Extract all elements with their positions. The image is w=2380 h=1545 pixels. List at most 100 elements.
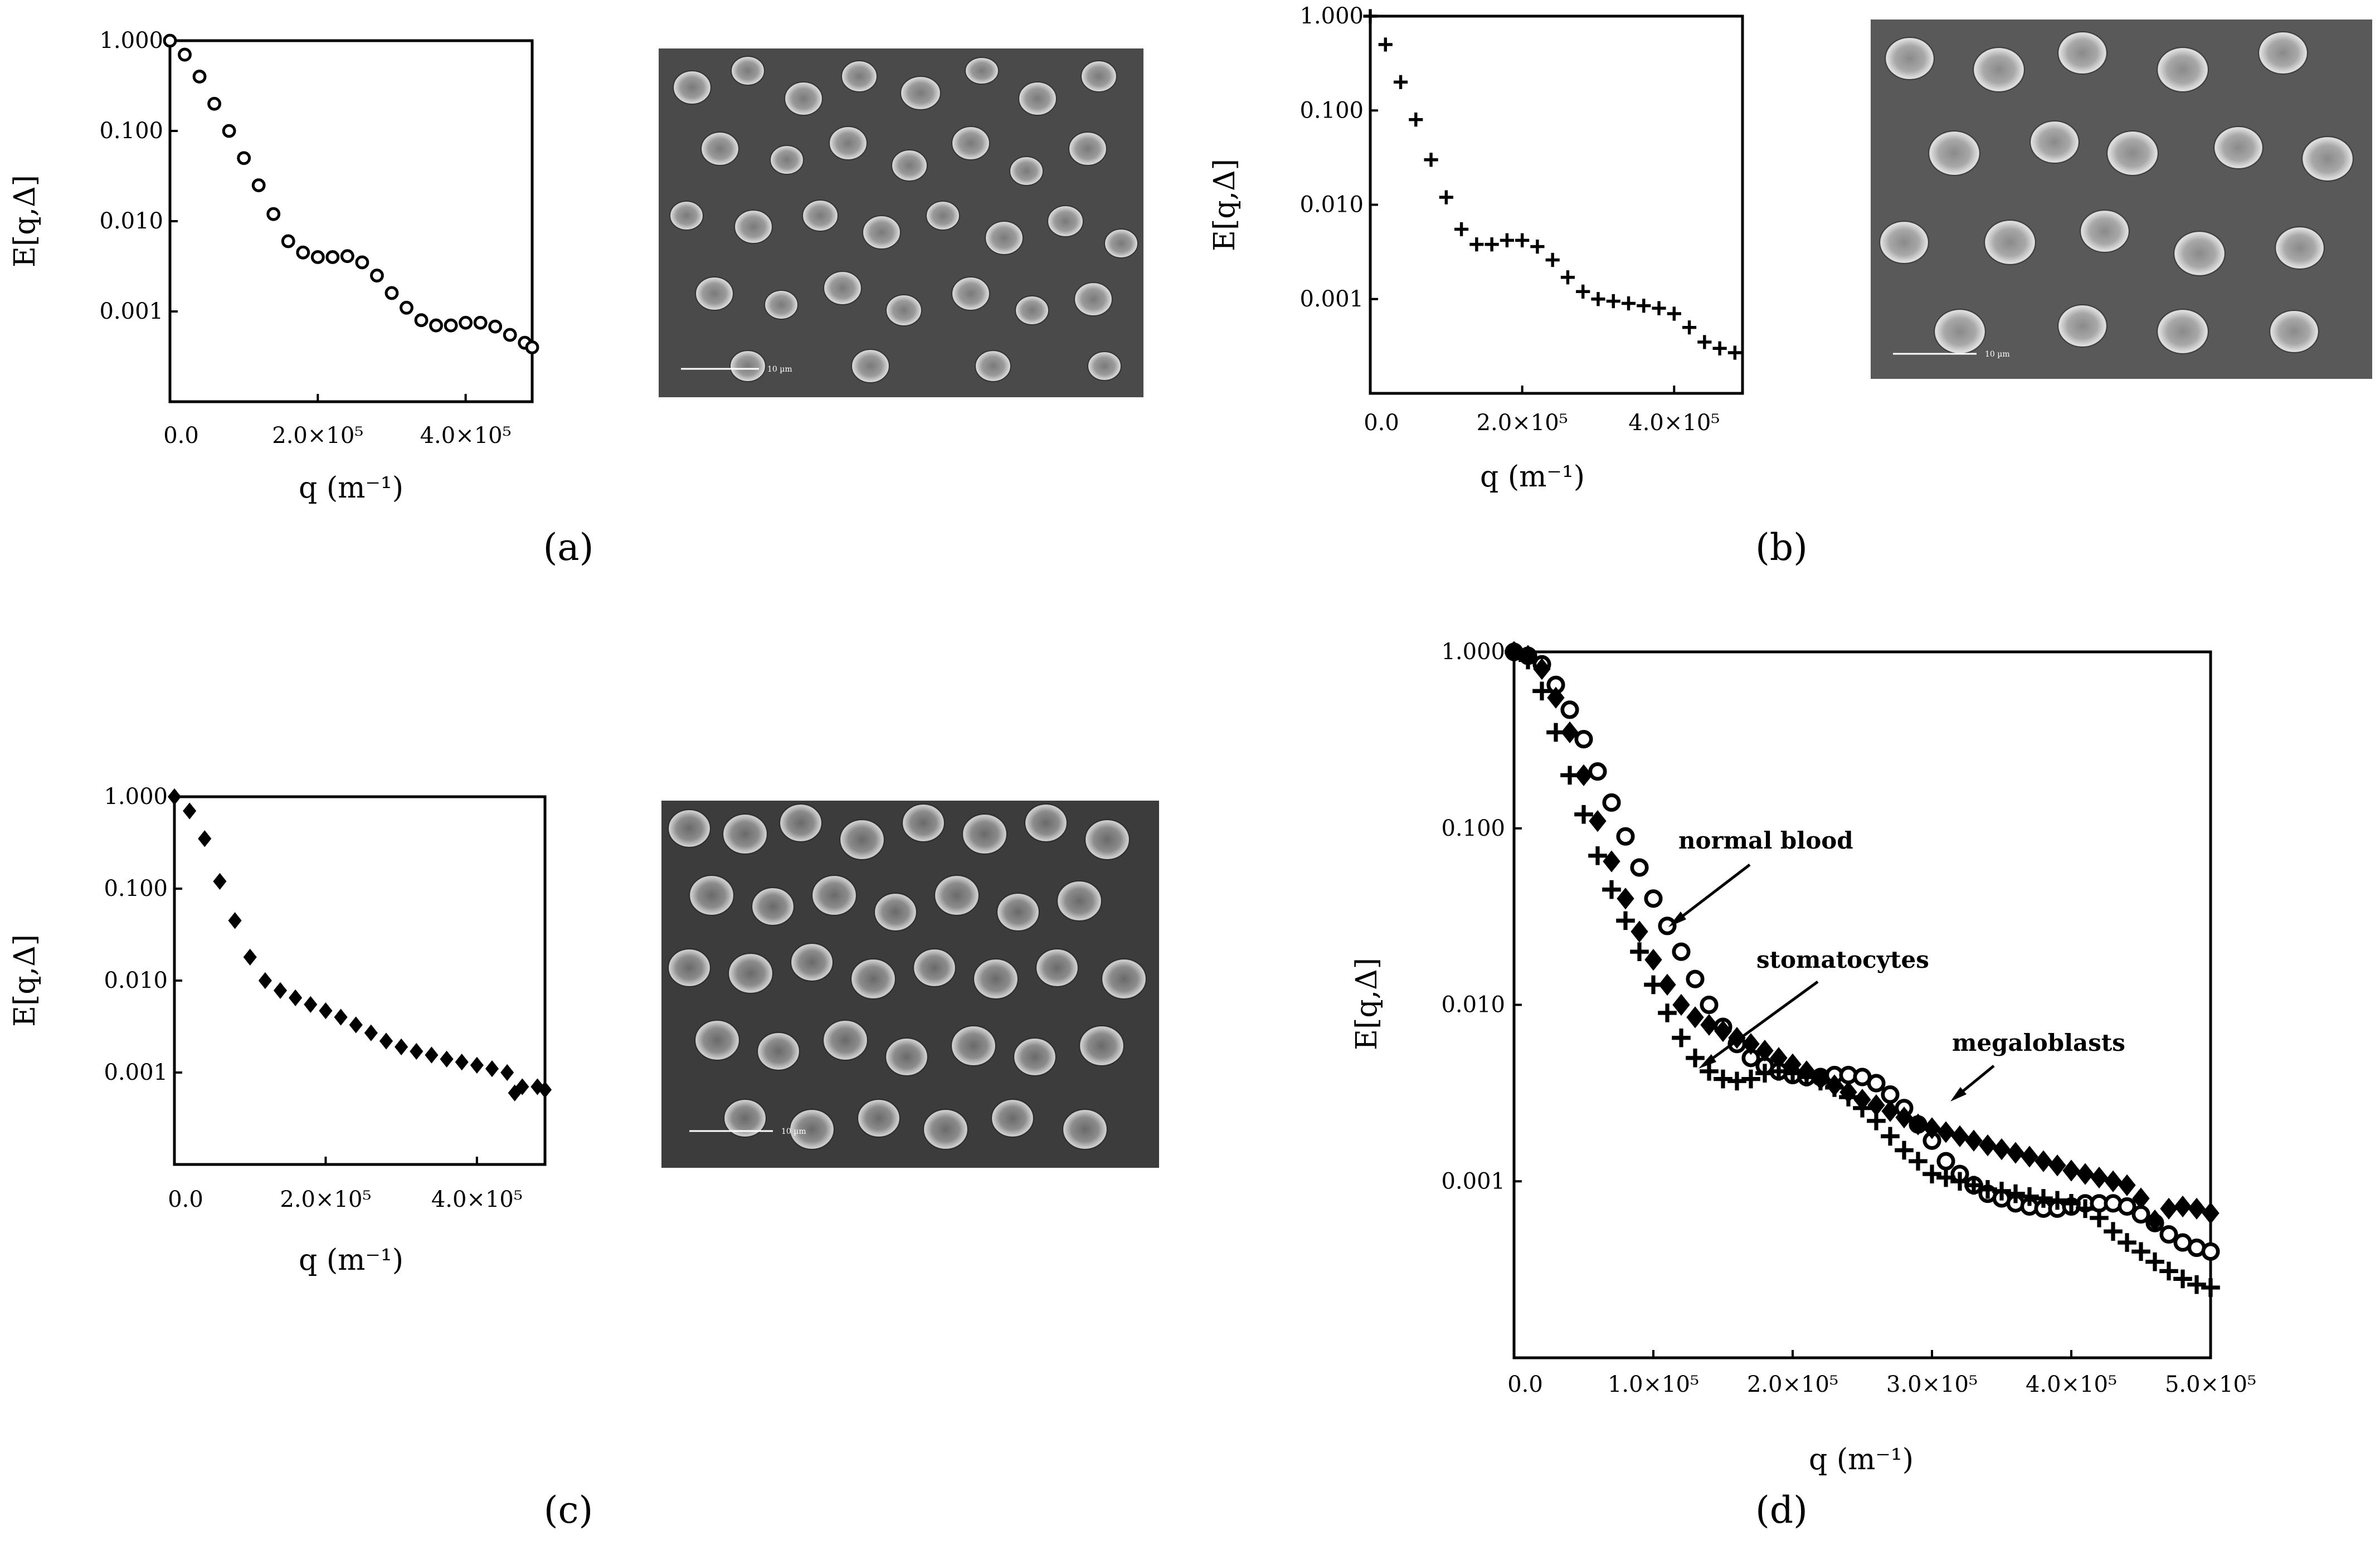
data-point xyxy=(1881,1085,1900,1104)
data-point xyxy=(281,234,295,248)
ytick-label: 0.100 xyxy=(99,118,163,144)
data-point xyxy=(385,286,399,300)
data-point xyxy=(310,250,325,264)
annotation-stomatocytes-arrowhead xyxy=(1698,1054,1716,1069)
panel-c-label: (c) xyxy=(544,1489,593,1532)
data-point xyxy=(213,873,227,890)
data-point xyxy=(1923,1117,1941,1139)
data-point xyxy=(515,1078,529,1095)
data-point xyxy=(1895,1141,1914,1160)
data-point xyxy=(473,315,488,330)
panel-b-xlabel: q (m⁻¹) xyxy=(1480,460,1585,494)
data-point xyxy=(485,1060,499,1078)
data-point xyxy=(1500,233,1514,247)
data-point xyxy=(2173,1269,2192,1289)
panel-c-yticks: 1.000 0.100 0.010 0.001 xyxy=(104,784,182,1085)
data-point xyxy=(222,124,236,138)
data-point xyxy=(198,830,212,847)
data-point xyxy=(2201,1278,2220,1297)
data-point xyxy=(2090,1166,2108,1189)
data-point xyxy=(2187,1275,2206,1294)
data-point xyxy=(1923,1164,1941,1183)
data-point xyxy=(1965,1129,1983,1152)
xtick-label: 4.0×10⁵ xyxy=(1628,410,1720,436)
data-point xyxy=(1979,1134,1997,1157)
data-point xyxy=(1992,1182,2011,1201)
data-point xyxy=(1617,888,1634,910)
data-point xyxy=(1469,237,1484,252)
data-point xyxy=(2076,1199,2095,1219)
data-point xyxy=(1515,233,1530,247)
data-point xyxy=(1714,1020,1732,1042)
panel-a: 1.000 0.100 0.010 0.001 0.0 2.0×10⁵ 4.0×10⁵ E… xyxy=(8,28,593,569)
data-point xyxy=(1519,645,1537,667)
data-point xyxy=(1589,810,1607,832)
data-point xyxy=(355,255,369,270)
data-point xyxy=(178,47,192,62)
data-point xyxy=(163,33,177,48)
data-point xyxy=(1616,911,1635,930)
data-point xyxy=(2021,1146,2038,1168)
ytick-label: 1.000 xyxy=(1441,639,1505,665)
xtick-label: 2.0×10⁵ xyxy=(280,1187,371,1212)
data-point xyxy=(1867,1074,1886,1093)
data-point xyxy=(429,318,443,333)
data-point xyxy=(1867,1094,1885,1117)
data-point xyxy=(1686,1049,1705,1068)
data-point xyxy=(1602,793,1621,812)
data-point xyxy=(2159,1225,2178,1244)
data-point xyxy=(1712,341,1727,355)
ytick-label: 0.100 xyxy=(1441,816,1505,841)
data-point xyxy=(2104,1170,2122,1192)
xtick-label: 4.0×10⁵ xyxy=(2026,1372,2117,1397)
data-point xyxy=(2006,1184,2025,1203)
annotation-stomatocytes-arrow xyxy=(1706,980,1819,1064)
data-point xyxy=(530,1078,544,1095)
data-point xyxy=(2048,1154,2066,1177)
ytick-label: 0.010 xyxy=(104,968,168,993)
panel-c-frame xyxy=(173,795,547,1166)
data-point xyxy=(2062,1159,2080,1182)
annotation-megaloblasts-arrowhead xyxy=(1950,1087,1967,1102)
data-point xyxy=(1616,827,1635,846)
annotation-normal-blood: normal blood xyxy=(1678,827,1853,854)
data-point xyxy=(1700,995,1719,1015)
data-point xyxy=(1533,658,1551,680)
data-point xyxy=(1363,9,1378,23)
data-point xyxy=(2145,1252,2164,1271)
panel-d-yticks: 1.000 0.100 0.010 0.001 xyxy=(1441,639,1522,1194)
data-point xyxy=(167,788,182,806)
data-point xyxy=(1881,1127,1900,1146)
data-point xyxy=(1667,306,1681,321)
data-point xyxy=(1798,1060,1816,1083)
data-point xyxy=(2118,1174,2136,1196)
panel-b-points xyxy=(1363,9,1742,360)
data-point xyxy=(1545,252,1560,267)
data-point xyxy=(1603,850,1620,873)
panel-c: 1.000 0.100 0.010 0.001 0.0 2.0×10⁵ 4.0×10⁵ E… xyxy=(8,784,593,1532)
series-megaloblasts xyxy=(167,788,552,1102)
data-point xyxy=(455,1054,469,1071)
data-point xyxy=(1574,730,1593,749)
data-point xyxy=(444,318,458,333)
data-point xyxy=(1561,721,1579,744)
series-stomatocytes xyxy=(1363,9,1742,360)
data-point xyxy=(1454,222,1469,237)
micrograph-a-image: 10 µm xyxy=(659,48,1143,397)
ytick-label: 0.010 xyxy=(1441,992,1505,1018)
data-point xyxy=(1826,1074,1843,1096)
data-point xyxy=(1658,1003,1677,1022)
data-point xyxy=(1652,301,1666,315)
micrograph-c: 10 µm xyxy=(661,801,1159,1168)
panel-d-ylabel: E[q,Δ] xyxy=(1350,958,1384,1050)
data-point xyxy=(1393,75,1408,89)
data-point xyxy=(349,1016,363,1034)
data-point xyxy=(1727,1071,1746,1091)
panel-d-frame xyxy=(1512,650,2212,1359)
ytick-label: 0.001 xyxy=(99,299,163,324)
data-point xyxy=(1378,37,1393,52)
ytick-label: 1.000 xyxy=(1299,3,1364,29)
xtick-label: 2.0×10⁵ xyxy=(272,423,363,449)
annotation-normal-blood-arrowhead xyxy=(1668,912,1686,927)
